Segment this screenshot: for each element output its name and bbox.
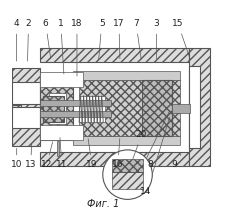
- Bar: [79, 96, 105, 122]
- Bar: [42, 96, 64, 122]
- Bar: [113, 172, 143, 189]
- Text: 5: 5: [99, 19, 105, 59]
- Text: 20: 20: [133, 130, 147, 159]
- Bar: [49, 93, 66, 124]
- Bar: [79, 80, 180, 136]
- Text: 17: 17: [113, 19, 125, 59]
- Bar: [12, 105, 21, 119]
- Bar: [73, 71, 180, 80]
- Text: 2: 2: [26, 19, 31, 61]
- Bar: [40, 72, 84, 87]
- Text: 9: 9: [171, 154, 181, 169]
- Bar: [56, 141, 59, 156]
- Text: 10: 10: [11, 148, 23, 169]
- Circle shape: [103, 150, 152, 199]
- Text: 4: 4: [13, 19, 19, 61]
- Text: 19: 19: [86, 139, 98, 169]
- Text: 15: 15: [172, 19, 190, 59]
- Text: 13: 13: [25, 144, 36, 169]
- Bar: [40, 111, 111, 117]
- Bar: [40, 152, 189, 166]
- Bar: [40, 48, 189, 62]
- Bar: [189, 66, 200, 148]
- Bar: [40, 125, 84, 140]
- Bar: [40, 77, 73, 140]
- Text: 3: 3: [154, 19, 159, 59]
- Text: 8: 8: [147, 154, 161, 169]
- Text: 16: 16: [112, 139, 124, 169]
- Text: 1: 1: [58, 19, 64, 74]
- Bar: [73, 136, 180, 145]
- Bar: [40, 100, 111, 106]
- Bar: [172, 104, 190, 113]
- Text: 11: 11: [56, 138, 68, 169]
- Bar: [12, 82, 40, 104]
- Bar: [12, 68, 40, 146]
- Text: 7: 7: [133, 19, 141, 59]
- Text: 12: 12: [41, 142, 53, 169]
- Bar: [189, 48, 210, 166]
- Text: 6: 6: [43, 19, 51, 59]
- Bar: [12, 107, 40, 128]
- Text: 14: 14: [140, 187, 151, 196]
- Text: Фиг. 1: Фиг. 1: [87, 199, 119, 209]
- Bar: [142, 80, 172, 136]
- Text: 18: 18: [71, 19, 83, 76]
- Bar: [113, 158, 143, 172]
